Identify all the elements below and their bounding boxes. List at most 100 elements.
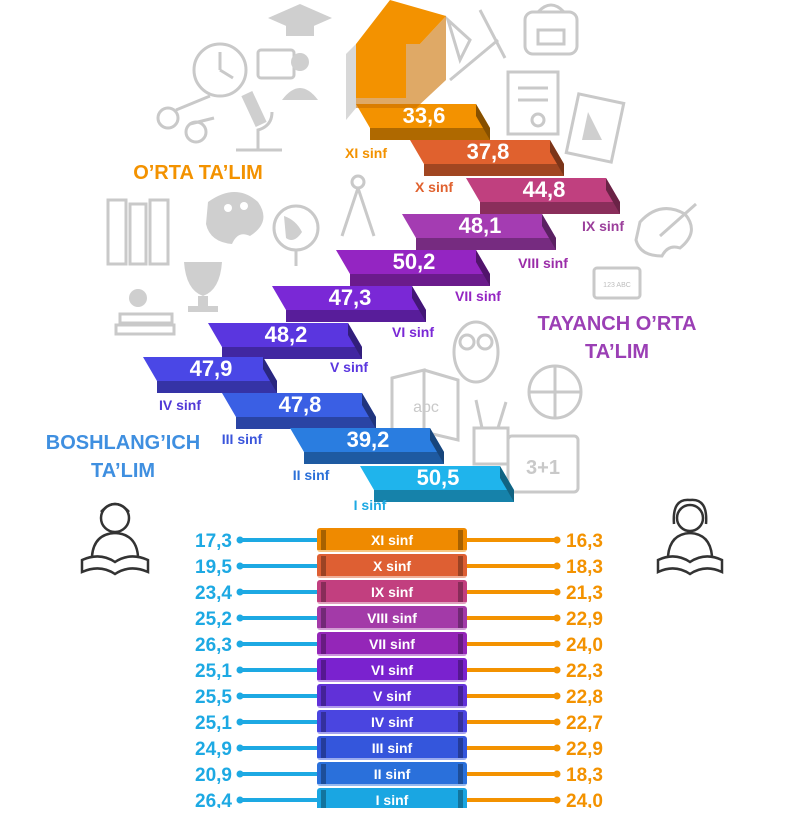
small-board-text: 123 ABC [603, 282, 631, 289]
stair-value: 48,1 [459, 213, 502, 238]
stair-top-face [272, 286, 426, 310]
stair-value: 50,2 [393, 249, 436, 274]
stair-front-face [370, 128, 490, 140]
girls-line-dot [553, 640, 561, 648]
graduation-cap-icon [268, 4, 332, 36]
book-stack-chart: XI sinf 17,3 16,3 X sinf 19,5 18,3 IX sinf 23,4… [195, 528, 603, 812]
stair-side-face [542, 214, 556, 250]
book-grade-label: X sinf [373, 558, 411, 574]
book-row: VII sinf 26,3 24,0 [195, 632, 603, 656]
stair-step: 48,2 V sinf [208, 322, 368, 375]
small-board-icon: 123 ABC [592, 266, 642, 300]
stair-front-face [480, 202, 620, 214]
book-band [458, 660, 463, 680]
book-band [458, 556, 463, 576]
boys-line-dot [236, 536, 244, 544]
palette-icon [206, 192, 264, 244]
stair-top-face [222, 393, 376, 417]
section-boshlangich-line2: TA’LIM [91, 460, 155, 482]
book-band [321, 556, 326, 576]
girls-line-dot [553, 536, 561, 544]
certificate-icon [506, 70, 560, 136]
book-band [458, 582, 463, 602]
book-pages-edge [317, 706, 467, 708]
book-band [321, 634, 326, 654]
stair-front-face [374, 490, 514, 502]
stair-top-face [290, 428, 444, 452]
girls-value: 24,0 [566, 791, 603, 808]
book-row: I sinf 26,4 24,0 [195, 788, 603, 812]
boys-line-dot [236, 666, 244, 674]
girls-line-dot [553, 692, 561, 700]
book-pages-edge [317, 576, 467, 578]
stair-value: 44,8 [523, 177, 566, 202]
stair-side-face [263, 357, 277, 393]
book-band [321, 582, 326, 602]
book-spine [317, 528, 467, 552]
stair-side-face [362, 393, 376, 429]
stair-top-face [402, 214, 556, 238]
stair-grade-label: IV sinf [159, 397, 201, 413]
girl-reading-icon [656, 498, 724, 576]
boys-line-dot [236, 796, 244, 804]
stair-top-face [143, 357, 277, 381]
stair-grade-label: XI sinf [345, 145, 387, 161]
stair-side-face [550, 140, 564, 176]
girls-line-dot [553, 666, 561, 674]
book-spine [317, 762, 467, 786]
book-spine [317, 788, 467, 812]
book-spine [317, 684, 467, 708]
teacher-icon [256, 48, 318, 100]
stair-value: 50,5 [417, 465, 460, 490]
section-orta-talim: O’RTA TA’LIM [133, 162, 263, 184]
section-boshlangich-line1: BOSHLANG’ICH [46, 432, 200, 454]
boys-value: 19,5 [195, 557, 232, 578]
book-grade-label: V sinf [373, 688, 411, 704]
stair-step: 37,8 X sinf [410, 139, 564, 195]
book-spine [317, 658, 467, 682]
girls-line-dot [553, 588, 561, 596]
stair-step: 50,5 I sinf [354, 465, 514, 513]
girls-line-dot [553, 562, 561, 570]
section-tayanch-line1: TAYANCH O’RTA [538, 313, 697, 335]
book-row: IV sinf 25,1 22,7 [195, 710, 603, 734]
girls-line-dot [553, 718, 561, 726]
book-grade-label: II sinf [374, 766, 411, 782]
book-band [458, 790, 463, 810]
book-grade-label: IV sinf [371, 714, 413, 730]
book-band [321, 764, 326, 784]
girls-value: 18,3 [566, 765, 603, 786]
boys-value: 25,5 [195, 687, 232, 708]
stair-step: 50,2 VII sinf [336, 249, 501, 304]
basketball-icon [527, 364, 583, 420]
book-band [458, 686, 463, 706]
book-band [321, 608, 326, 628]
stair-step: 47,9 IV sinf [143, 356, 277, 413]
boys-line-dot [236, 614, 244, 622]
girls-line-dot [553, 614, 561, 622]
boys-value: 24,9 [195, 739, 232, 760]
boys-value: 26,4 [195, 791, 232, 808]
stair-grade-label: VIII sinf [518, 255, 568, 271]
stair-step: 44,8 IX sinf [466, 177, 624, 234]
boys-line-dot [236, 718, 244, 726]
stair-side-face [430, 428, 444, 464]
book-band [458, 738, 463, 758]
globe-icon [272, 204, 320, 266]
book-grade-label: XI sinf [371, 532, 413, 548]
boys-value: 25,1 [195, 661, 232, 682]
book-pages-edge [317, 654, 467, 656]
pencil-cup-icon [472, 399, 510, 466]
stair-side-face [476, 250, 490, 286]
stair-front-face [222, 347, 362, 359]
stair-grade-label: III sinf [222, 431, 263, 447]
book-spine [317, 606, 467, 630]
stair-value: 47,8 [279, 392, 322, 417]
stair-front-face [424, 164, 564, 176]
book-row: VIII sinf 25,2 22,9 [195, 606, 603, 630]
abc-text: abc [413, 399, 439, 416]
book-pages-edge [317, 680, 467, 682]
book-band [321, 660, 326, 680]
stair-front-face [416, 238, 556, 250]
arrow-up-icon [346, 0, 446, 120]
